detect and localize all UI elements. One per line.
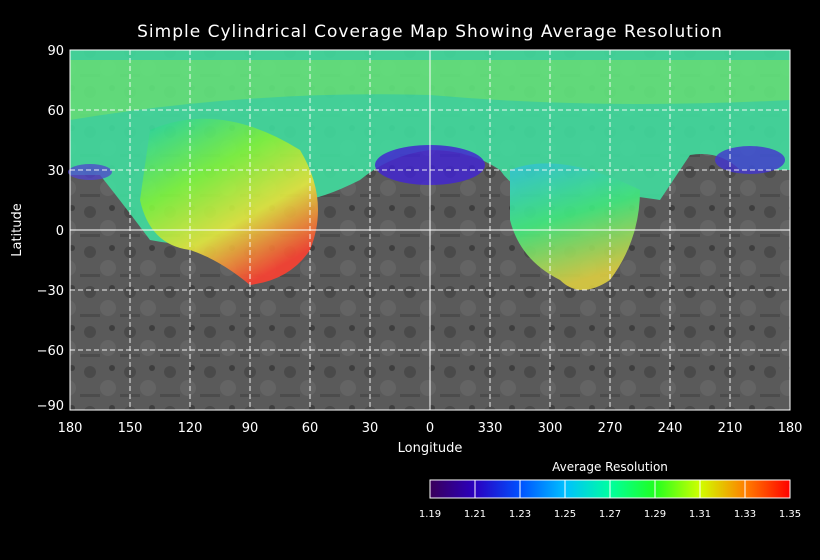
x-tick: 60	[302, 421, 319, 436]
colorbar: 1.19 1.21 1.23 1.25 1.27 1.29 1.31 1.33 …	[419, 479, 801, 520]
y-tick: −90	[37, 399, 64, 414]
y-tick: 60	[47, 104, 64, 119]
x-tick: 30	[362, 421, 379, 436]
coverage-eastern-lobe	[510, 163, 640, 290]
x-tick: 180	[58, 421, 83, 436]
y-tick: 90	[47, 44, 64, 59]
colorbar-tick: 1.23	[509, 509, 531, 520]
y-axis: 90 60 30 0 −30 −60 −90 Latitude	[10, 44, 64, 414]
x-tick: 240	[658, 421, 683, 436]
x-tick: 180	[778, 421, 803, 436]
colorbar-tick: 1.31	[689, 509, 711, 520]
colorbar-tick: 1.25	[554, 509, 576, 520]
y-tick: −30	[37, 284, 64, 299]
coverage-western-lobe	[140, 118, 318, 285]
map-frame	[69, 49, 791, 411]
colorbar-tick: 1.35	[779, 509, 801, 520]
x-tick: 0	[426, 421, 434, 436]
x-tick: 210	[718, 421, 743, 436]
colorbar-tick: 1.33	[734, 509, 756, 520]
x-tick: 300	[538, 421, 563, 436]
colorbar-title: Average Resolution	[552, 460, 668, 474]
x-tick: 120	[178, 421, 203, 436]
y-axis-label: Latitude	[10, 203, 25, 257]
equator-meridian-lines	[70, 50, 790, 410]
colorbar-tick: 1.27	[599, 509, 621, 520]
x-tick: 330	[478, 421, 503, 436]
x-axis-label: Longitude	[398, 441, 463, 456]
x-axis: 180 150 120 90 60 30 0 330 300 270 240 2…	[58, 421, 803, 456]
x-tick: 270	[598, 421, 623, 436]
colorbar-tick: 1.21	[464, 509, 486, 520]
y-tick: 0	[56, 224, 64, 239]
colorbar-tick: 1.19	[419, 509, 441, 520]
coverage-low-patch-3	[68, 164, 112, 180]
map-title: Simple Cylindrical Coverage Map Showing …	[137, 22, 723, 42]
x-tick: 90	[242, 421, 259, 436]
coverage-low-patch-2	[715, 146, 785, 174]
colorbar-tick: 1.29	[644, 509, 666, 520]
y-tick: −60	[37, 344, 64, 359]
x-tick: 150	[118, 421, 143, 436]
y-tick: 30	[47, 164, 64, 179]
